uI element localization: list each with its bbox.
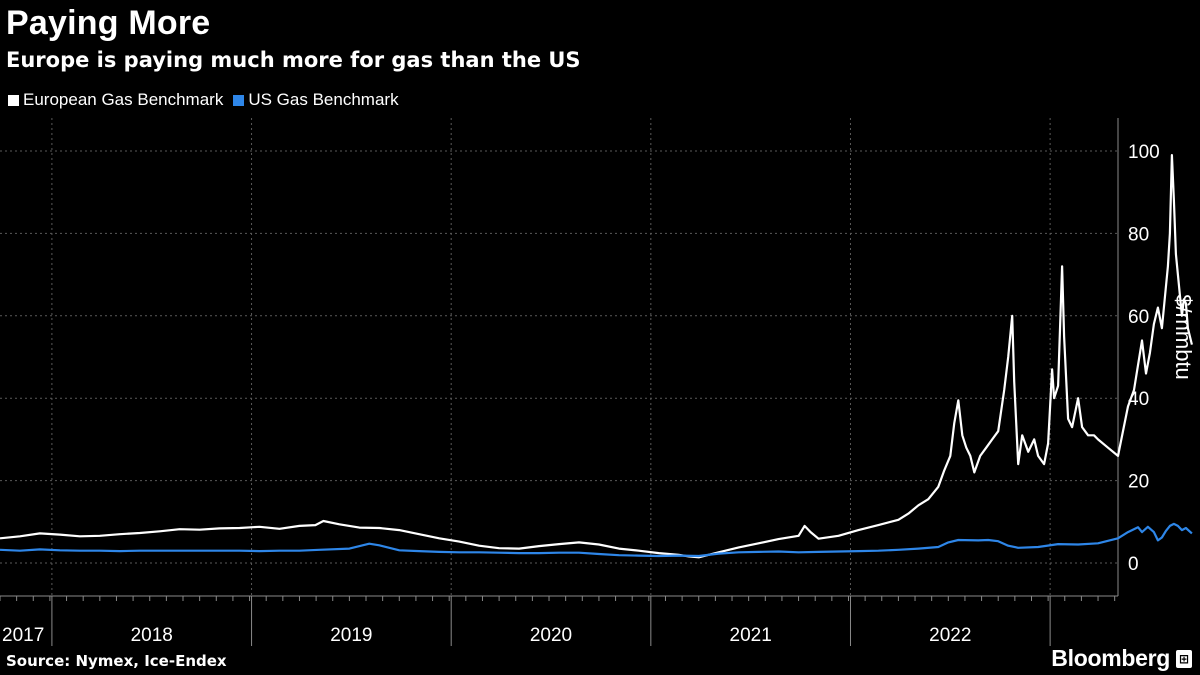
x-tick-label: 2022	[929, 625, 971, 646]
y-tick-label: 80	[1128, 224, 1149, 245]
legend-swatch-european	[8, 94, 19, 106]
x-tick-label: 2020	[530, 625, 572, 646]
x-tick-label: 2017	[2, 625, 44, 646]
chart-title: Paying More	[6, 4, 211, 42]
x-tick-label: 2019	[330, 625, 372, 646]
source-note: Source: Nymex, Ice-Endex	[6, 652, 227, 670]
brand-icon: ⊞	[1176, 650, 1192, 668]
y-tick-label: 0	[1128, 554, 1139, 575]
legend-label-european: European Gas Benchmark	[23, 90, 224, 109]
legend: European Gas Benchmark US Gas Benchmark	[8, 90, 399, 110]
series-line-us	[0, 522, 1193, 558]
legend-item-european: European Gas Benchmark	[8, 90, 223, 110]
legend-item-us: US Gas Benchmark	[233, 90, 399, 110]
y-tick-label: 20	[1128, 472, 1149, 493]
y-tick-label: 60	[1128, 307, 1149, 328]
legend-label-us: US Gas Benchmark	[248, 90, 399, 109]
legend-swatch-us	[233, 94, 245, 106]
brand-logo: Bloomberg	[1051, 645, 1170, 671]
x-tick-label: 2018	[131, 625, 173, 646]
series-line-european	[0, 154, 1193, 559]
x-tick-label: 2021	[730, 625, 772, 646]
y-tick-label: 100	[1128, 142, 1160, 163]
chart-subtitle: Europe is paying much more for gas than …	[6, 48, 581, 72]
